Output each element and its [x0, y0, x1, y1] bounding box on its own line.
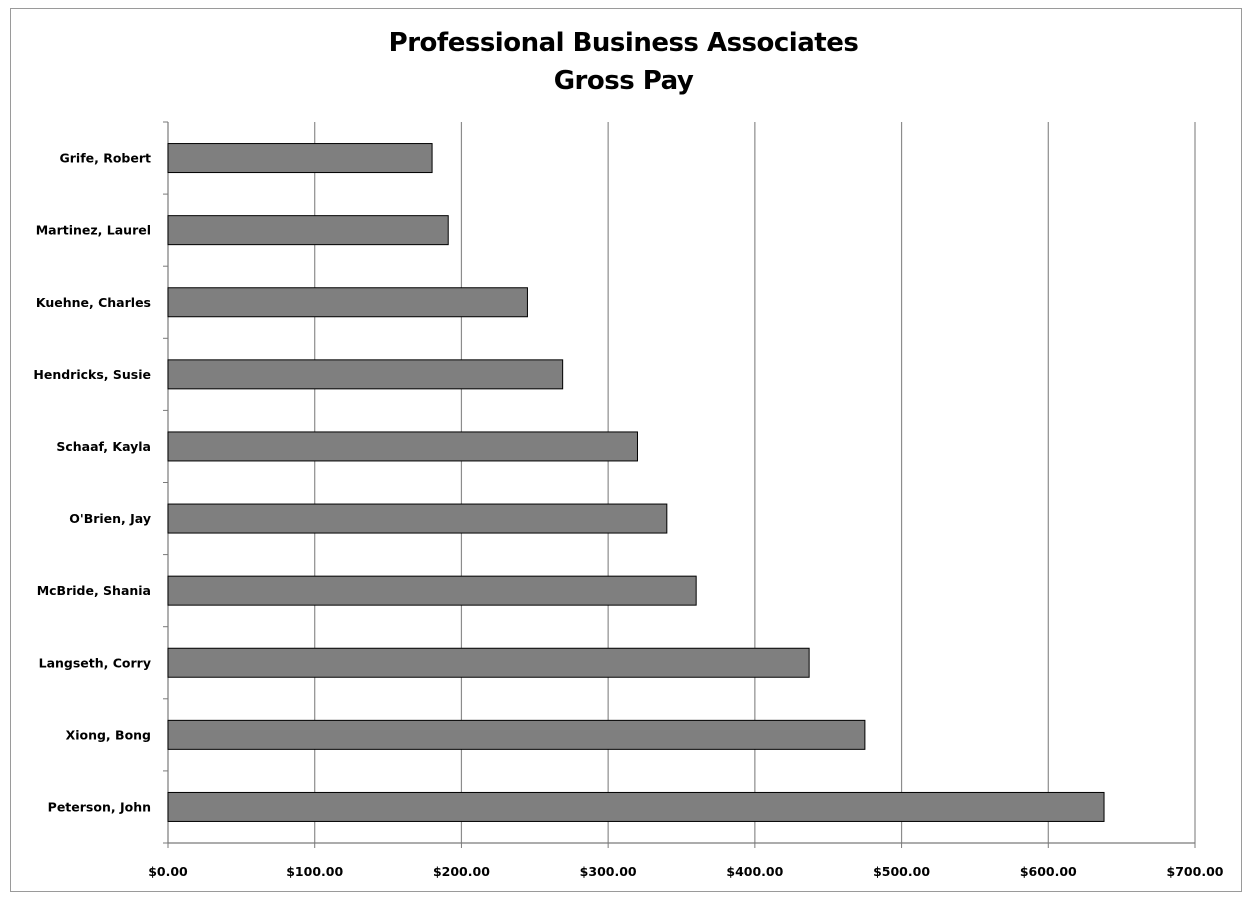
bar [167, 575, 697, 606]
chart-title: Professional Business Associates [388, 28, 859, 58]
y-tick-label: Martinez, Laurel [36, 223, 151, 238]
x-tick-label: $0.00 [148, 864, 188, 879]
x-tick-label: $100.00 [286, 864, 343, 879]
bar [167, 431, 638, 462]
x-tick-label: $500.00 [873, 864, 930, 879]
y-tick-label: Grife, Robert [59, 151, 151, 166]
x-tick-label: $300.00 [580, 864, 637, 879]
bar [167, 719, 866, 750]
x-tick-label: $200.00 [433, 864, 490, 879]
x-tick-label: $400.00 [726, 864, 783, 879]
y-tick-label: McBride, Shania [37, 583, 151, 598]
chart-subtitle: Gross Pay [553, 66, 694, 96]
y-tick-label: Kuehne, Charles [36, 295, 151, 310]
bar [167, 143, 433, 174]
y-tick-label: Xiong, Bong [66, 727, 151, 742]
y-tick-label: Schaaf, Kayla [56, 439, 151, 454]
bar [167, 647, 810, 678]
y-tick-label: Peterson, John [48, 799, 151, 814]
bar [167, 791, 1105, 822]
y-tick-label: Langseth, Corry [39, 655, 151, 670]
bar [167, 215, 449, 246]
x-tick-label: $700.00 [1167, 864, 1224, 879]
bar [167, 359, 564, 390]
y-tick-label: Hendricks, Susie [33, 367, 151, 382]
y-tick-label: O'Brien, Jay [69, 511, 151, 526]
x-tick-label: $600.00 [1020, 864, 1077, 879]
bar [167, 287, 528, 318]
bar [167, 503, 668, 534]
